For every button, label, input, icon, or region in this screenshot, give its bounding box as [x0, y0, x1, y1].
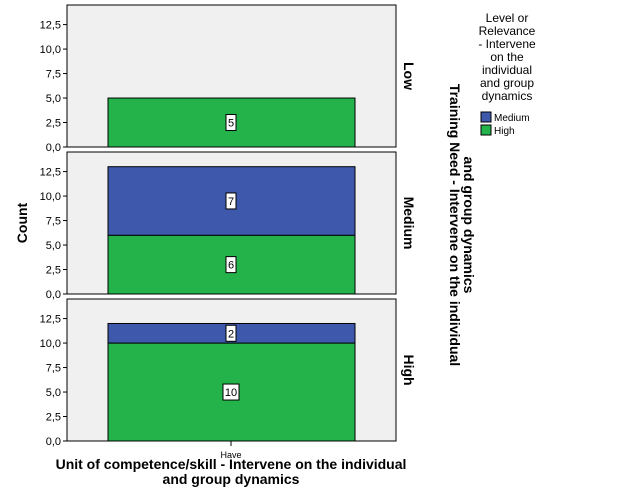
y-tick-label: 0,0	[46, 142, 61, 154]
data-label-box	[222, 383, 240, 401]
bar-segment-medium	[107, 166, 356, 236]
data-label-box	[225, 324, 237, 342]
y-axis-label: Count	[14, 202, 30, 243]
panel-axis-label-line-1: Training Need - Intervene on the individ…	[447, 84, 463, 366]
y-tick-label: 12,5	[40, 20, 61, 32]
legend-title-line: individual	[482, 63, 532, 77]
panel-high: 0,0 2,5 5,0 7,5 10,0 12,5 10 2 High	[40, 298, 417, 448]
y-tick-label: 0,0	[46, 289, 61, 301]
y-tick-label: 12,5	[40, 314, 61, 326]
panel-row-label: High	[401, 354, 417, 385]
data-label-box	[225, 256, 237, 274]
x-tick-label: Have	[220, 450, 241, 460]
panel-axis-label: Training Need - Intervene on the individ…	[447, 84, 477, 366]
y-tick-label: 5,0	[46, 93, 61, 105]
panel-axis-label-line-2: and group dynamics	[461, 157, 477, 294]
legend-title-line: dynamics	[482, 89, 533, 103]
panels-layer: 0,0 2,5 5,0 7,5 10,0 12,5 5 Low 0,0 2,5 5,0 7,5 10,0…	[40, 4, 417, 460]
legend-title-line: on the	[490, 50, 524, 64]
data-label-box	[225, 192, 237, 210]
y-tick-label: 5,0	[46, 387, 61, 399]
data-label: 7	[228, 196, 234, 208]
y-tick-label: 10,0	[40, 191, 61, 203]
y-tick-label: 0,0	[46, 436, 61, 448]
panel-low: 0,0 2,5 5,0 7,5 10,0 12,5 5 Low	[40, 4, 417, 154]
y-tick-label: 10,0	[40, 338, 61, 350]
legend-entry-medium: Medium	[494, 113, 530, 124]
legend-title-line: - Intervene	[478, 37, 536, 51]
y-tick-label: 2,5	[46, 412, 61, 424]
legend-swatch-medium	[480, 111, 492, 123]
data-label: 2	[228, 328, 234, 340]
data-label: 6	[228, 260, 234, 272]
x-axis-label-line-2: and group dynamics	[163, 471, 300, 487]
y-tick-label: 5,0	[46, 240, 61, 252]
y-tick-label: 7,5	[46, 216, 61, 228]
panel-row-label: Low	[401, 62, 417, 90]
y-tick-label: 2,5	[46, 118, 61, 130]
panel-row-label: Medium	[401, 197, 417, 250]
legend-entry-high: High	[494, 126, 515, 137]
legend-swatch-high	[480, 124, 492, 136]
panel-medium: 0,0 2,5 5,0 7,5 10,0 12,5 6 7 Medium	[40, 151, 417, 301]
y-tick-label: 7,5	[46, 69, 61, 81]
x-axis-label-line-1: Unit of competence/skill - Intervene on …	[56, 456, 407, 472]
legend-title-line: Level or	[486, 11, 529, 25]
y-tick-label: 12,5	[40, 167, 61, 179]
legend-title-line: Relevance	[479, 24, 536, 38]
y-tick-label: 2,5	[46, 265, 61, 277]
data-label-box	[225, 114, 237, 132]
legend-title-line: and group	[480, 76, 534, 90]
y-tick-label: 10,0	[40, 44, 61, 56]
y-tick-label: 7,5	[46, 363, 61, 375]
data-label: 10	[225, 387, 237, 399]
data-label: 5	[228, 118, 234, 130]
